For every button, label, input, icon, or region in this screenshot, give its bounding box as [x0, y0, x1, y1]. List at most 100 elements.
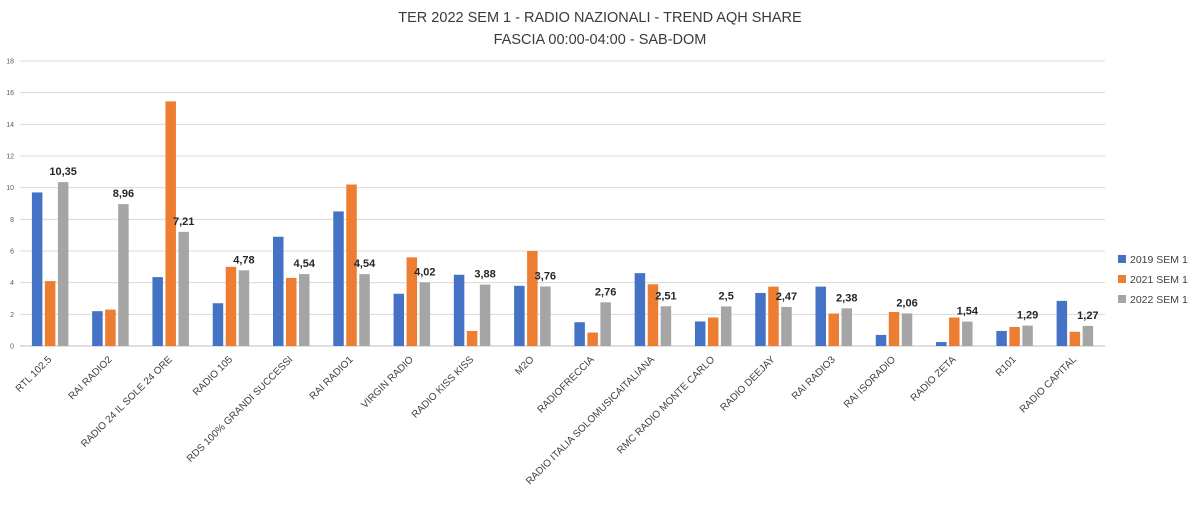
data-label: 2,06	[896, 297, 917, 309]
bar	[647, 284, 659, 346]
bar	[901, 313, 913, 346]
x-tick-label: RADIO 105	[191, 354, 235, 398]
bar	[574, 322, 585, 346]
legend-swatch	[1118, 295, 1126, 303]
bar	[152, 277, 163, 346]
x-tick-label: RADIO ZETA	[909, 354, 959, 404]
x-tick-label: RMC RADIO MONTE CARLO	[615, 354, 717, 456]
bar	[238, 270, 250, 346]
bar	[212, 303, 224, 346]
bar	[660, 306, 672, 346]
y-tick-label: 12	[6, 154, 14, 161]
y-tick-label: 0	[10, 344, 14, 351]
data-label: 2,51	[655, 290, 676, 302]
bar	[419, 282, 431, 346]
data-labels: 10,35 8,96 7,21 4,78 4,54 4,54 4,02 3,88 3,76 2,7…	[49, 166, 1098, 322]
bar	[996, 330, 1007, 346]
legend: 2019 SEM 1 2021 SEM 1 2022 SEM 1	[1118, 254, 1188, 306]
bar	[781, 306, 792, 346]
bar	[359, 274, 370, 346]
y-tick-label: 2	[10, 312, 14, 319]
x-tick-label: M2O	[513, 354, 536, 377]
bar	[600, 302, 611, 346]
bar	[299, 274, 310, 346]
chart-title: TER 2022 SEM 1 - RADIO NAZIONALI - TREND…	[398, 10, 802, 26]
bar	[105, 309, 116, 346]
y-axis-ticks: 0 2 4 6 8 10 12 14 16 18	[6, 59, 14, 351]
bar	[949, 317, 960, 346]
legend-swatch	[1118, 255, 1126, 263]
bar	[694, 321, 706, 346]
data-label: 4,54	[294, 258, 316, 270]
y-tick-label: 6	[10, 249, 14, 256]
bar	[540, 286, 551, 346]
bars	[31, 101, 1094, 346]
x-tick-label: RADIO CAPITAL	[1018, 354, 1079, 415]
bar	[1022, 325, 1033, 346]
data-label: 4,78	[233, 254, 254, 266]
data-label: 7,21	[173, 216, 194, 228]
x-tick-label: RAI RADIO1	[308, 354, 356, 402]
y-tick-label: 14	[6, 122, 14, 129]
data-label: 2,76	[595, 286, 616, 298]
bar	[273, 236, 284, 346]
data-label: 3,76	[535, 270, 556, 282]
gridlines	[20, 60, 1105, 347]
bar	[527, 251, 538, 346]
legend-label: 2021 SEM 1	[1130, 274, 1188, 286]
x-tick-label: RTL 102.5	[14, 354, 55, 395]
x-tick-label: RAI RADIO3	[790, 354, 838, 402]
x-tick-label: RDS 100% GRANDI SUCCESSI	[185, 354, 295, 464]
bar	[286, 277, 297, 346]
data-label: 4,02	[414, 266, 435, 278]
bar	[707, 317, 719, 346]
bar	[44, 281, 56, 346]
bar	[755, 292, 766, 346]
bar	[720, 306, 732, 346]
bar	[31, 192, 43, 346]
bar	[514, 285, 525, 346]
bar	[479, 284, 491, 346]
x-tick-label: RAI RADIO2	[67, 354, 115, 402]
data-label: 10,35	[49, 166, 77, 178]
bar	[165, 101, 176, 346]
y-tick-label: 18	[6, 59, 14, 66]
bar	[634, 273, 646, 346]
bar	[888, 311, 900, 346]
x-tick-label: RADIO DEEJAY	[718, 354, 777, 413]
x-tick-label: RADIOFRECCIA	[536, 354, 597, 415]
bar	[453, 274, 465, 346]
legend-label: 2019 SEM 1	[1130, 254, 1188, 266]
data-label: 1,29	[1017, 310, 1038, 322]
x-tick-label: R101	[994, 354, 1019, 379]
data-label: 4,54	[354, 258, 376, 270]
bar	[1009, 327, 1020, 346]
bar	[57, 182, 69, 346]
bar	[393, 293, 405, 346]
y-tick-label: 8	[10, 217, 14, 224]
bar	[587, 332, 598, 346]
bar	[333, 211, 344, 346]
chart-subtitle: FASCIA 00:00-04:00 - SAB-DOM	[494, 32, 707, 48]
data-label: 8,96	[113, 188, 134, 200]
bar	[828, 313, 839, 346]
bar	[346, 184, 357, 346]
x-tick-label: VIRGIN RADIO	[359, 354, 416, 411]
y-tick-label: 16	[6, 90, 14, 97]
data-label: 3,88	[474, 269, 495, 281]
data-label: 2,5	[719, 290, 734, 302]
bar	[936, 342, 947, 346]
data-label: 2,38	[836, 292, 857, 304]
bar	[815, 286, 826, 346]
x-tick-label: RADIO KISS KISS	[410, 354, 477, 421]
x-tick-label: RAI ISORADIO	[842, 354, 898, 410]
y-tick-label: 10	[6, 185, 14, 192]
bar	[1056, 300, 1068, 346]
bar	[962, 321, 973, 346]
bar	[841, 308, 852, 346]
bar	[406, 257, 418, 346]
legend-swatch	[1118, 275, 1126, 283]
